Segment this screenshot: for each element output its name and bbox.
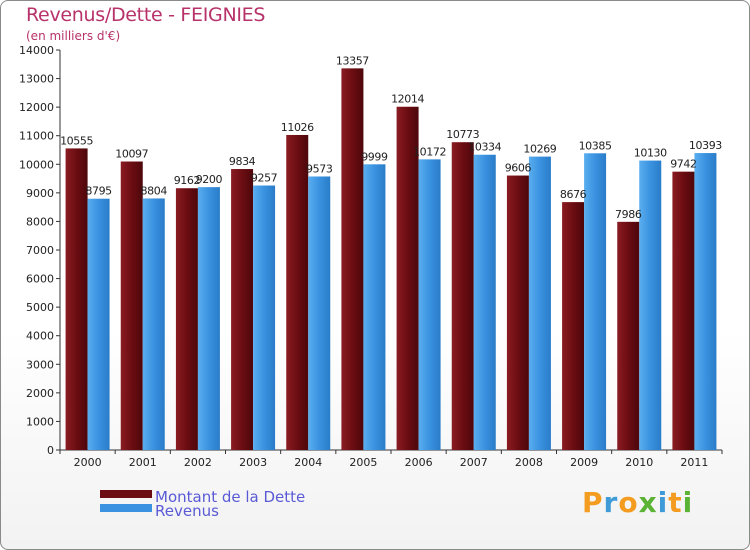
- y-tick-label: 8000: [26, 215, 54, 228]
- x-tick-label: 2009: [570, 456, 598, 469]
- bar-revenus: [694, 153, 717, 451]
- data-label-revenus: 8804: [141, 184, 168, 197]
- x-tick-label: 2010: [625, 456, 653, 469]
- data-label-dette: 10097: [115, 148, 148, 161]
- x-tick-label: 2004: [294, 456, 322, 469]
- bar-dette: [65, 148, 88, 450]
- data-label-dette: 10555: [60, 134, 93, 147]
- bar-revenus: [308, 176, 331, 450]
- logo-letter: P: [582, 486, 604, 519]
- proxiti-logo: Proxiti: [582, 486, 693, 519]
- legend-label-revenus: Revenus: [155, 502, 219, 520]
- bar-dette: [231, 169, 254, 450]
- bar-revenus: [87, 198, 110, 450]
- data-label-dette: 9834: [229, 155, 256, 168]
- legend-swatch-dette: [100, 490, 152, 498]
- data-label-dette: 8676: [560, 188, 587, 201]
- data-label-dette: 11026: [281, 121, 314, 134]
- y-tick-label: 3000: [26, 358, 54, 371]
- y-tick-label: 2000: [26, 387, 54, 400]
- data-label-revenus: 10385: [579, 139, 612, 152]
- bar-revenus: [363, 164, 386, 451]
- y-tick-label: 10000: [19, 158, 54, 171]
- data-label-revenus: 9573: [306, 162, 333, 175]
- data-label-revenus: 9200: [196, 173, 223, 186]
- bar-revenus: [142, 198, 165, 450]
- data-label-revenus: 10393: [689, 139, 722, 152]
- bar-revenus: [473, 154, 496, 450]
- legend-swatch-revenus: [100, 504, 152, 512]
- x-tick-label: 2003: [239, 456, 267, 469]
- logo-letter: r: [603, 486, 619, 519]
- data-label-dette: 7986: [615, 208, 642, 221]
- y-tick-label: 13000: [19, 73, 54, 86]
- legend-label-dette: Montant de la Dette: [155, 488, 306, 506]
- data-label-dette: 9742: [670, 158, 696, 171]
- x-tick-label: 2005: [349, 456, 377, 469]
- x-tick-label: 2000: [74, 456, 102, 469]
- bar-dette: [451, 142, 474, 450]
- y-tick-label: 9000: [26, 187, 54, 200]
- bar-dette: [506, 175, 529, 451]
- y-tick-label: 12000: [19, 101, 54, 114]
- bar-dette: [396, 106, 419, 450]
- logo-letter: i: [657, 486, 669, 519]
- data-label-dette: 12014: [391, 93, 424, 106]
- bar-dette: [175, 188, 198, 450]
- data-label-revenus: 9257: [251, 172, 278, 185]
- bar-dette: [617, 221, 640, 450]
- y-tick-label: 11000: [19, 130, 54, 143]
- logo-letter: x: [638, 486, 658, 519]
- data-label-dette: 10773: [446, 128, 479, 141]
- x-tick-label: 2011: [680, 456, 708, 469]
- chart-subtitle: (en milliers d'€): [26, 29, 121, 43]
- y-tick-label: 14000: [19, 44, 54, 57]
- data-label-revenus: 10334: [468, 141, 501, 154]
- y-tick-label: 7000: [26, 244, 54, 257]
- bar-dette: [120, 161, 143, 450]
- bar-dette: [286, 134, 309, 450]
- bar-dette: [562, 202, 585, 450]
- data-label-revenus: 8795: [85, 185, 112, 198]
- y-tick-label: 6000: [26, 273, 54, 286]
- bar-revenus: [528, 156, 551, 450]
- logo-letter: t: [668, 486, 683, 519]
- y-tick-label: 4000: [26, 330, 54, 343]
- bar-revenus: [253, 185, 276, 450]
- x-tick-label: 2008: [515, 456, 543, 469]
- x-tick-label: 2007: [460, 456, 488, 469]
- bar-revenus: [639, 160, 662, 451]
- data-label-dette: 9606: [505, 162, 532, 175]
- x-tick-label: 2001: [129, 456, 157, 469]
- y-tick-label: 1000: [26, 415, 54, 428]
- data-label-dette: 9162: [174, 174, 200, 187]
- data-label-revenus: 10269: [523, 143, 556, 156]
- logo-letter: o: [618, 486, 639, 519]
- bar-dette: [672, 171, 695, 450]
- x-tick-label: 2002: [184, 456, 212, 469]
- bar-revenus: [418, 159, 441, 450]
- data-label-dette: 13357: [336, 54, 369, 67]
- chart-title: Revenus/Dette - FEIGNIES: [26, 4, 266, 26]
- y-tick-label: 5000: [26, 301, 54, 314]
- logo-letter: i: [682, 486, 694, 519]
- x-tick-label: 2006: [405, 456, 433, 469]
- data-label-revenus: 9999: [361, 150, 388, 163]
- bar-dette: [341, 68, 364, 450]
- data-label-revenus: 10130: [634, 147, 667, 160]
- y-tick-label: 0: [47, 444, 54, 457]
- bar-revenus: [584, 153, 607, 451]
- bar-revenus: [197, 187, 220, 450]
- data-label-revenus: 10172: [413, 145, 446, 158]
